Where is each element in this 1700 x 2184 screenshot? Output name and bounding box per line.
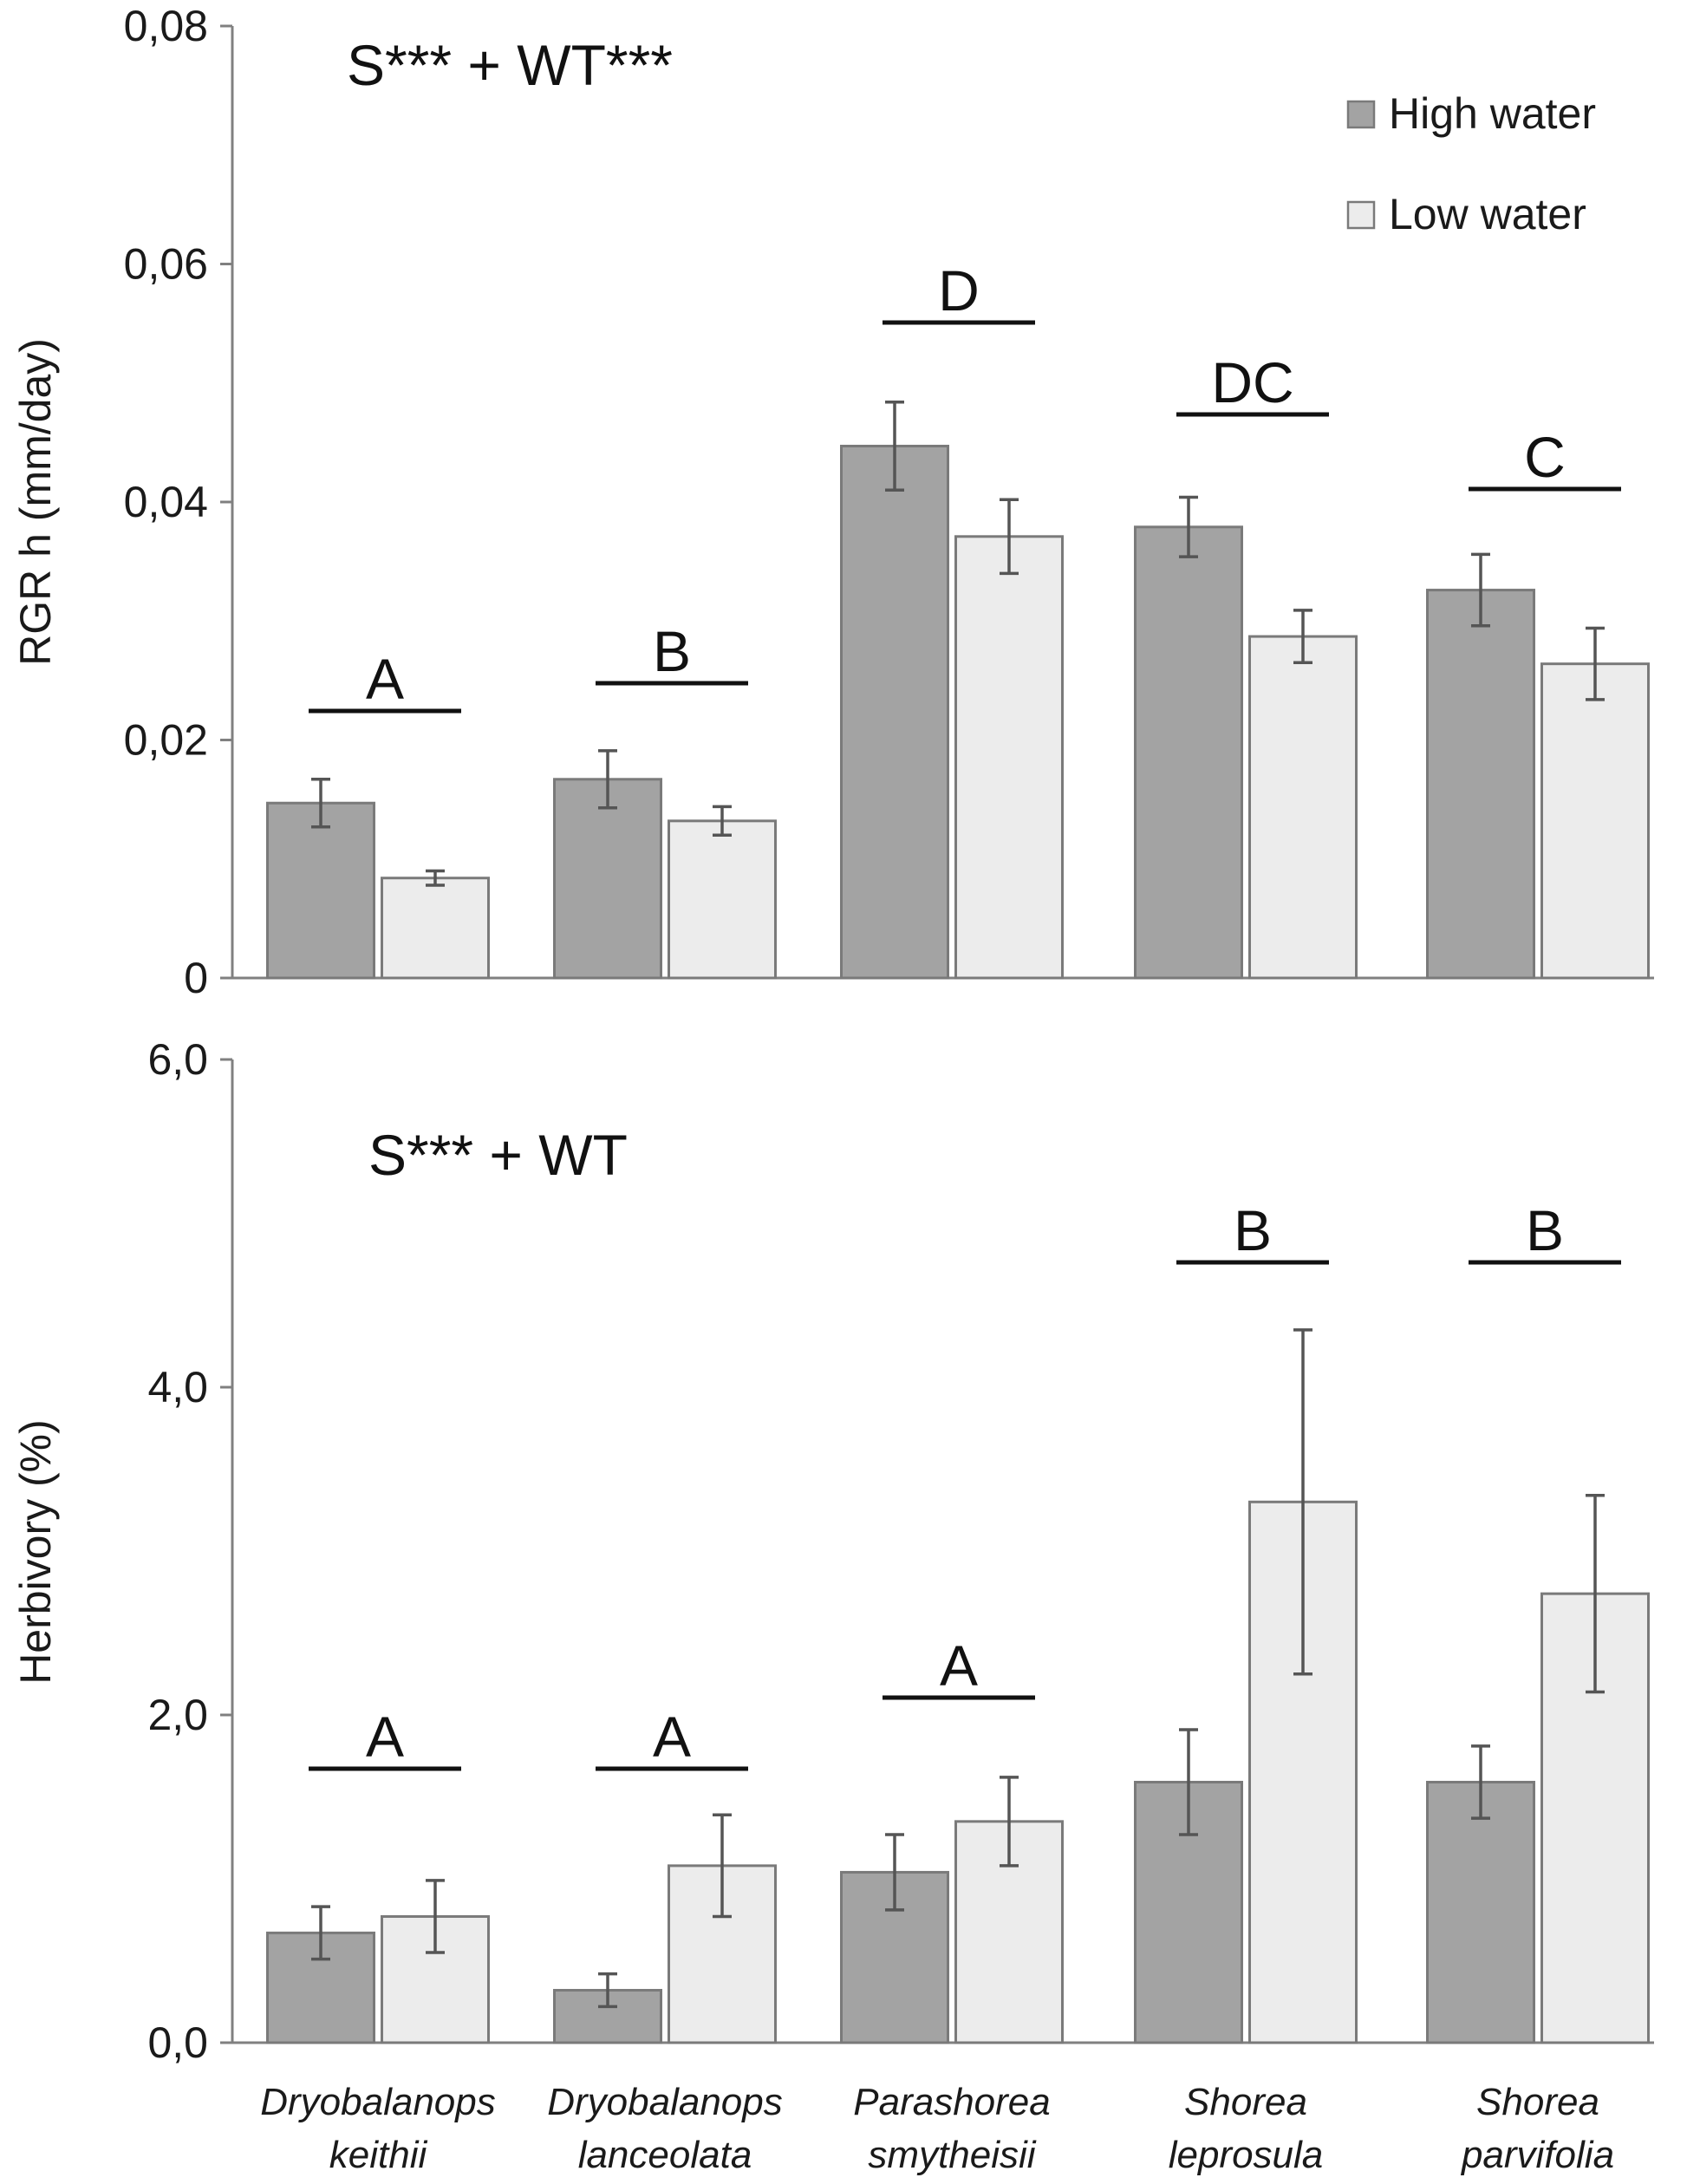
herbivory-panel: Herbivory (%) S*** + WT 0,02,04,06,0 A AA… bbox=[11, 1035, 1654, 2067]
herbivory-y-tick-label: 0,0 bbox=[147, 2018, 208, 2067]
legend-swatch-high-water bbox=[1346, 100, 1376, 129]
rgr-group-letter: A bbox=[366, 647, 404, 711]
rgr-bar-low-water bbox=[668, 819, 777, 980]
rgr-group-letter: C bbox=[1524, 425, 1566, 489]
rgr-bar-low-water bbox=[954, 535, 1064, 980]
legend-label-high-water: High water bbox=[1389, 89, 1596, 138]
rgr-bar-high-water bbox=[553, 778, 662, 980]
herbivory-group-letter: B bbox=[1234, 1198, 1272, 1262]
herbivory-group-letter: B bbox=[1526, 1198, 1564, 1262]
herbivory-y-tick-label: 2,0 bbox=[147, 1691, 208, 1739]
rgr-y-ticks: 0 0,02 0,04 0,06 0,08 bbox=[124, 2, 232, 1002]
herbivory-y-tick-label: 4,0 bbox=[147, 1363, 208, 1411]
category-label-line2: parvifolia bbox=[1460, 2134, 1614, 2176]
category-label-line2: smytheisii bbox=[868, 2134, 1036, 2176]
rgr-bar-high-water bbox=[266, 801, 375, 980]
herbivory-group-letter: A bbox=[366, 1705, 404, 1769]
herbivory-group-letter: A bbox=[653, 1705, 691, 1769]
rgr-bar-high-water bbox=[840, 444, 949, 980]
category-label-line1: Parashorea bbox=[853, 2081, 1050, 2123]
rgr-y-tick-label: 0 bbox=[184, 954, 208, 1002]
rgr-significance-annotation: S*** + WT*** bbox=[347, 33, 673, 97]
legend-swatch-low-water bbox=[1346, 200, 1376, 230]
rgr-error-bars bbox=[311, 400, 1605, 887]
category-label-line1: Dryobalanops bbox=[547, 2081, 783, 2123]
rgr-panel: RGR h (mm/day) S*** + WT*** High water L… bbox=[11, 2, 1654, 1002]
category-label-line1: Dryobalanops bbox=[260, 2081, 496, 2123]
rgr-group-letter: B bbox=[653, 619, 691, 683]
herbivory-group-letters: A A A B B bbox=[309, 1198, 1621, 1771]
category-label-line2: leprosula bbox=[1169, 2134, 1324, 2176]
rgr-bar-high-water bbox=[1134, 525, 1243, 980]
herbivory-y-ticks: 0,0 2,0 4,0 6,0 bbox=[147, 1035, 232, 2067]
legend-label-low-water: Low water bbox=[1389, 190, 1586, 238]
herbivory-y-axis-title: Herbivory (%) bbox=[11, 1419, 60, 1685]
rgr-y-tick-label: 0,02 bbox=[124, 716, 208, 765]
herbivory-group-letter: A bbox=[940, 1633, 978, 1698]
herbivory-error-bars bbox=[311, 1328, 1605, 2009]
rgr-y-tick-label: 0,04 bbox=[124, 478, 208, 526]
legend: High water Low water bbox=[1346, 89, 1596, 238]
rgr-group-letter: DC bbox=[1211, 350, 1293, 414]
rgr-bar-low-water bbox=[1248, 635, 1358, 980]
herbivory-significance-annotation: S*** + WT bbox=[368, 1123, 628, 1187]
rgr-bar-low-water bbox=[1540, 662, 1650, 980]
category-label-line1: Shorea bbox=[1184, 2081, 1307, 2123]
rgr-y-tick-label: 0,08 bbox=[124, 2, 208, 50]
category-label-line1: Shorea bbox=[1476, 2081, 1599, 2123]
herbivory-bar-high-water bbox=[1426, 1780, 1535, 2044]
rgr-y-axis-title: RGR h (mm/day) bbox=[11, 338, 60, 666]
rgr-y-tick-label: 0,06 bbox=[124, 240, 208, 289]
category-label-line2: keithii bbox=[329, 2134, 428, 2176]
herbivory-bars bbox=[266, 1500, 1650, 2044]
x-category-labels: Dryobalanops keithii Dryobalanops lanceolat… bbox=[260, 2081, 1614, 2176]
rgr-group-letter: D bbox=[938, 258, 980, 323]
rgr-bar-low-water bbox=[381, 877, 490, 980]
rgr-group-letters: A B D DC C bbox=[309, 258, 1621, 714]
category-label-line2: lanceolata bbox=[578, 2134, 752, 2176]
herbivory-y-tick-label: 6,0 bbox=[147, 1035, 208, 1084]
rgr-bars bbox=[266, 444, 1650, 980]
rgr-bar-high-water bbox=[1426, 589, 1535, 980]
